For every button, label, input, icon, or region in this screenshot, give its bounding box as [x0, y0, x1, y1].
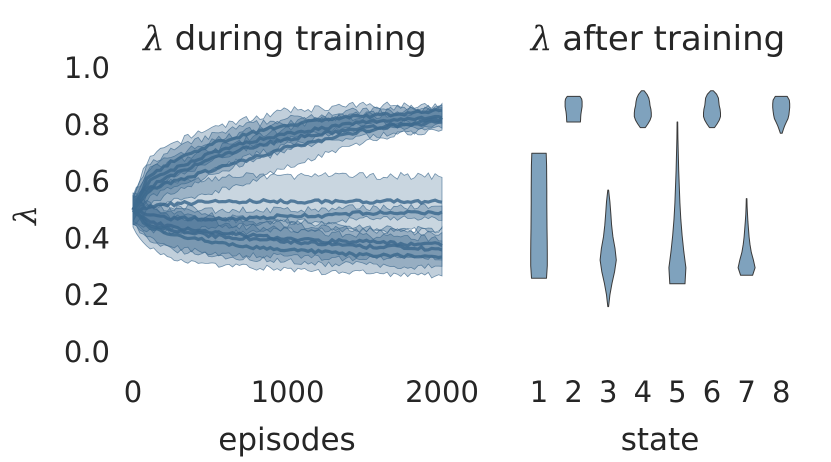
- violin-state-6: [703, 90, 721, 129]
- left-panel-title: λ during training: [141, 19, 427, 59]
- training-mean-line-6: [132, 208, 443, 222]
- x-axis-label-state: state: [621, 422, 700, 458]
- training-mean-line-7: [132, 208, 443, 248]
- state-tick-label: 1: [530, 375, 548, 409]
- y-tick-label: 0.6: [64, 165, 110, 199]
- right-panel-title: λ after training: [529, 19, 786, 59]
- y-axis-label: λ: [8, 205, 44, 227]
- state-tick-label: 3: [599, 375, 617, 409]
- state-tick-label: 4: [634, 375, 652, 409]
- y-tick-labels: 0.0 0.2 0.4 0.6 0.8 1.0: [64, 51, 110, 369]
- x-tick-label: 2000: [405, 375, 479, 409]
- training-mean-line-5: [133, 197, 443, 212]
- violin-state-8: [772, 95, 791, 134]
- violin-state-3: [599, 189, 617, 308]
- violin-state-4: [633, 90, 652, 129]
- training-band-9: [132, 192, 443, 279]
- state-tick-label: 8: [772, 375, 790, 409]
- y-tick-label: 0.8: [64, 108, 110, 142]
- y-tick-label: 0.0: [64, 335, 110, 369]
- training-mean-line-4: [131, 116, 444, 212]
- x-tick-label: 0: [124, 375, 142, 409]
- training-mean-line-8: [131, 208, 443, 252]
- x-tick-labels-episodes: 0 1000 2000: [124, 375, 479, 409]
- violin-plots: [530, 90, 791, 308]
- training-bands: [131, 101, 444, 279]
- state-tick-label: 6: [703, 375, 721, 409]
- violin-state-2: [564, 95, 583, 123]
- y-tick-label: 0.4: [64, 221, 110, 255]
- state-tick-label: 7: [737, 375, 755, 409]
- violin-state-5: [668, 121, 687, 285]
- x-tick-label: 1000: [251, 375, 325, 409]
- training-band-4: [132, 106, 443, 225]
- state-tick-label: 2: [564, 375, 582, 409]
- violin-state-1: [530, 152, 548, 279]
- y-tick-label: 0.2: [64, 278, 110, 312]
- x-axis-label-episodes: episodes: [218, 422, 355, 458]
- training-mean-line-9: [131, 208, 443, 260]
- y-tick-label: 1.0: [64, 51, 110, 85]
- violin-state-7: [737, 198, 756, 276]
- state-tick-label: 5: [668, 375, 686, 409]
- training-mean-line-2: [131, 114, 443, 211]
